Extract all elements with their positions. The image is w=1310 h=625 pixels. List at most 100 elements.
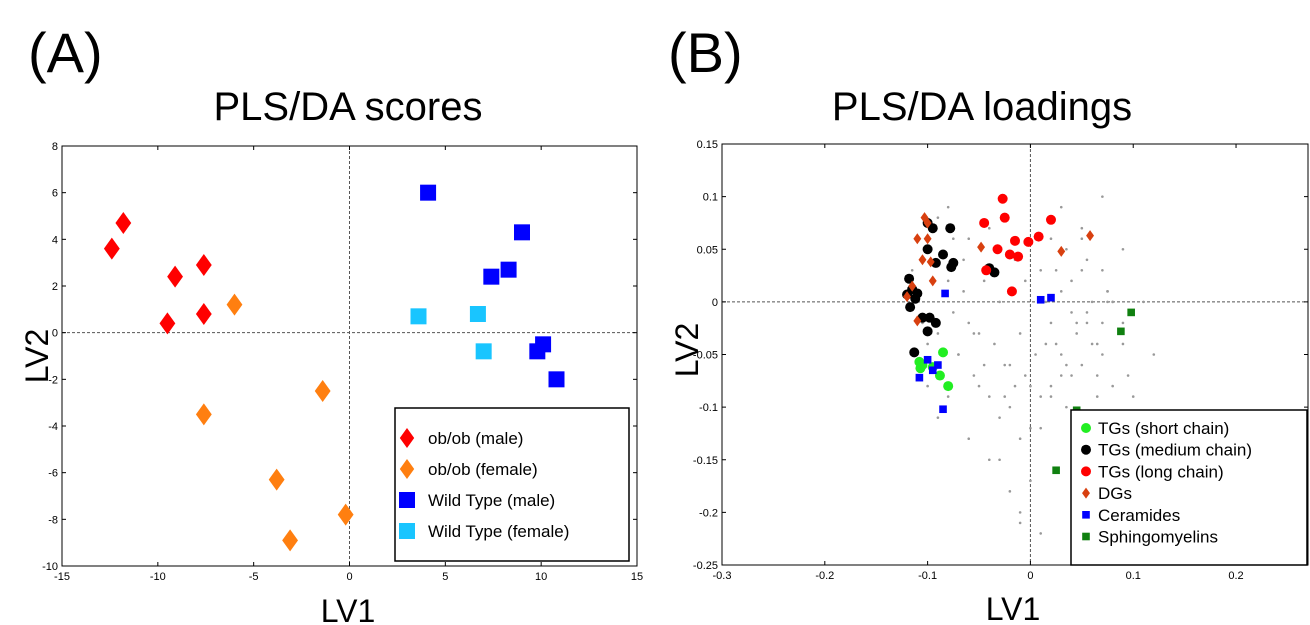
data-point xyxy=(1006,286,1017,297)
data-point xyxy=(922,244,933,255)
data-point xyxy=(922,326,933,337)
chart-a-y-axis-label: LV2 xyxy=(19,329,55,384)
background-loading-point xyxy=(1044,342,1048,346)
background-loading-point xyxy=(1003,363,1007,367)
data-point xyxy=(918,254,927,266)
background-loading-point xyxy=(998,300,1001,304)
chart-a-legend-box xyxy=(394,407,630,562)
background-loading-point xyxy=(1008,490,1012,493)
y-tick-label: 4 xyxy=(52,234,58,246)
data-point xyxy=(1052,466,1060,475)
legend-label: Wild Type (male) xyxy=(428,491,555,510)
data-point xyxy=(926,256,935,268)
panel-a-label: (A) xyxy=(28,21,103,84)
legend-label: TGs (short chain) xyxy=(1098,419,1229,438)
background-loading-point xyxy=(967,321,971,325)
legend-label: DGs xyxy=(1098,484,1132,503)
background-loading-point xyxy=(1023,374,1027,377)
background-loading-point xyxy=(967,237,971,241)
background-loading-point xyxy=(977,332,981,335)
background-loading-point xyxy=(1101,353,1104,356)
data-point xyxy=(1057,245,1066,257)
background-loading-point xyxy=(1095,395,1099,398)
background-loading-point xyxy=(993,342,996,346)
background-loading-point xyxy=(1142,300,1145,304)
panel-b-label: (B) xyxy=(668,21,743,84)
background-loading-point xyxy=(1070,279,1073,283)
legend-marker xyxy=(399,523,415,539)
chart-a-title: PLS/DA scores xyxy=(213,85,482,129)
y-tick-label: -2 xyxy=(48,374,58,386)
chart-b-legend-box xyxy=(1070,409,1308,566)
data-point xyxy=(115,212,132,234)
background-loading-point xyxy=(946,205,950,209)
background-loading-point xyxy=(987,395,991,398)
background-loading-point xyxy=(1049,237,1053,241)
data-point xyxy=(915,363,926,374)
legend-marker xyxy=(399,492,415,508)
data-point xyxy=(159,312,176,335)
x-tick-label: 0 xyxy=(1027,570,1033,582)
data-point xyxy=(941,289,949,298)
background-loading-point xyxy=(987,458,991,462)
data-point xyxy=(469,306,486,322)
background-loading-point xyxy=(1039,269,1043,272)
background-loading-point xyxy=(1059,353,1063,356)
background-loading-point xyxy=(1049,321,1053,325)
chart-b-legend-entries: TGs (short chain) TGs (medium chain) TGs (… xyxy=(1081,419,1252,547)
x-tick-label: -5 xyxy=(249,571,259,583)
y-tick-label: -10 xyxy=(42,561,58,573)
background-loading-point xyxy=(1003,395,1007,398)
y-tick-label: 0.15 xyxy=(697,139,718,151)
background-loading-point xyxy=(946,395,950,398)
background-loading-point xyxy=(1106,290,1109,293)
y-tick-label: -0.25 xyxy=(693,560,718,572)
y-tick-label: 0 xyxy=(712,297,718,309)
panel-a: (A) PLS/DA scores -15 -10 -5 0 5 10 15 -10-8-6… xyxy=(19,21,643,625)
data-point xyxy=(905,302,916,313)
background-loading-point xyxy=(987,226,991,230)
data-point xyxy=(1013,251,1024,262)
background-loading-point xyxy=(1075,321,1078,325)
data-point xyxy=(1127,308,1135,317)
chart-b-y-ticks: -0.25 -0.2 -0.15 -0.1 -0.05 0 0.05 0.1 0.15 xyxy=(693,139,1308,572)
background-loading-point xyxy=(1065,405,1068,409)
background-loading-point xyxy=(1085,258,1089,262)
data-point xyxy=(923,217,932,229)
chart-a-legend-entries: ob/ob (male) ob/ob (female) Wild Type (mal… xyxy=(399,428,569,541)
legend-marker xyxy=(1081,466,1091,477)
data-point xyxy=(195,254,212,276)
legend-marker xyxy=(1082,532,1090,541)
background-loading-point xyxy=(1018,437,1022,441)
data-point xyxy=(500,261,517,278)
background-loading-point xyxy=(1018,332,1022,335)
background-loading-point xyxy=(1085,321,1089,325)
legend-label: Sphingomyelins xyxy=(1098,528,1218,547)
background-loading-point xyxy=(1121,247,1125,251)
background-loading-point xyxy=(1029,384,1032,388)
background-loading-point xyxy=(1090,342,1094,346)
x-tick-label: 0 xyxy=(346,571,352,583)
background-loading-point xyxy=(1039,532,1043,535)
background-loading-point xyxy=(1080,237,1084,241)
y-tick-label: -0.15 xyxy=(693,455,718,467)
data-point xyxy=(420,184,437,201)
data-point xyxy=(195,403,212,426)
y-tick-label: -0.1 xyxy=(699,402,718,414)
background-loading-point xyxy=(962,258,965,262)
chart-a-reference-lines xyxy=(62,146,637,566)
background-loading-point xyxy=(936,332,940,335)
y-tick-label: 0.1 xyxy=(703,192,718,204)
data-point xyxy=(410,308,427,325)
data-point xyxy=(1047,293,1055,302)
data-point xyxy=(1117,327,1125,336)
data-point xyxy=(934,361,942,369)
chart-b-y-axis-label: LV2 xyxy=(669,323,705,378)
data-point xyxy=(226,293,243,316)
background-loading-point xyxy=(982,279,986,283)
background-loading-point xyxy=(1065,247,1068,251)
data-point xyxy=(1023,236,1034,247)
data-point xyxy=(938,347,949,358)
background-loading-point xyxy=(1029,426,1032,430)
data-point xyxy=(979,217,990,228)
